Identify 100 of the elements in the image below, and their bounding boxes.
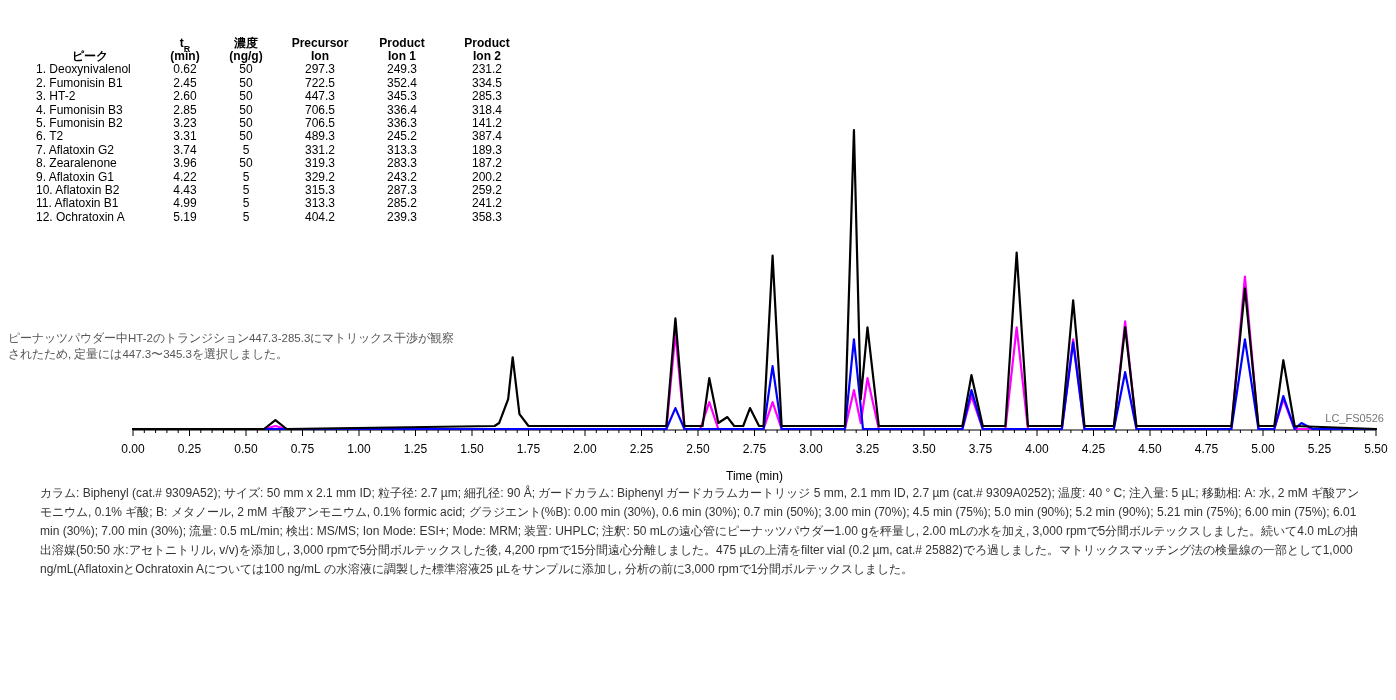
annotation: 5.19 xyxy=(173,209,197,224)
text: 5. Fumonisin B2 xyxy=(36,116,124,130)
text: 285.3 xyxy=(471,89,503,104)
annotation: 241.2 xyxy=(471,196,503,211)
x-tick-label: 2.00 xyxy=(573,442,597,456)
x-tick-label: 3.25 xyxy=(855,442,880,456)
text: 50 xyxy=(239,75,253,90)
annotation: ピーナッツパウダー中HT-2のトランジション447.3-285.3にマトリックス干渉が観察されたため, 定量には447.3〜345.3を選択しました。 xyxy=(8,331,456,362)
text: カラム: Biphenyl (cat.# 9309A52); サイズ: 50 mm x 2.1 mm ID; 粒子径: 2.7 µm; 細孔径: 90 Å; ガードカラム: Biphenyl ガードカラムカートリッジ 5 mm, 2.1 mm ID, 2.7 µm (cat.# 9309A0252); 温度: 40 ° C; 注入量: 5 µL; 移動相: A: 水, 2 mM ギ酸アンモニウム, 0.1% ギ酸; B: メタノール, 2 mM ギ酸アンモニウム, 0.1% formic acid; グラジエント(%B): 0.00 min (30%), 0.6 min (30%); 0.7 min (50%); 3.00 min (70%); 4.5 min (75%); 5.0 min (90%); 5.2 min (90%); 5.21 min (75%); 6.00 min (75%); 6.01 min (30%); 7.00 min (30%); 流量: 0.5 mL/min; 検出: MS/MS; Ion Mode: ESI+; Mode: MRM; 装置: UHPLC; 注釈: 50 mLの遠心管にピーナッツパウダー1.00 gを秤量し, 2.00 mLの水を加え, 3,000 rpmで5分間ボルテックスしました。続いて4.0 mLの抽出溶媒(50:50 水:アセトニトリル, v/v)を添加し, 3,000 rpmで5分間ボルテックスした後, 4,200 rpmで15分間遠心分離しました。475 µLの上清をfilter vial (0.2 µm, cat.# 25882)でろ過しました。マトリックスマッチング法の検量線の一部として1,000 ng/mL(AflatoxinとOchratoxin Aについては100 ng/mL の水溶液に調製した標準溶液25 µLをサンプルに添加し, 分析の前に3,000 rpmで1分間ボルテックスしました。 xyxy=(40,484,1360,578)
text: 1. Deoxynivalenol xyxy=(36,62,131,77)
x-tick-label: 3.75 xyxy=(968,442,993,456)
annotation: 706.5 xyxy=(304,116,336,130)
text: 10. Aflatoxin B2 xyxy=(36,183,120,197)
annotation: 5 xyxy=(242,209,250,224)
x-tick-label: 4.75 xyxy=(1194,442,1219,456)
text: 706.5 xyxy=(304,102,336,117)
annotation: 243.2 xyxy=(386,169,418,184)
annotation: 3.31 xyxy=(173,129,197,144)
annotation: 245.2 xyxy=(386,129,418,144)
x-axis-title: Time (min) xyxy=(726,469,783,483)
x-tick-label: 1.75 xyxy=(516,442,541,456)
text: 9. Aflatoxin G1 xyxy=(36,169,115,184)
annotation: 283.3 xyxy=(386,156,418,171)
x-tick-label: 0.00 xyxy=(121,442,145,456)
annotation: 315.3 xyxy=(304,183,336,197)
annotation: 313.3 xyxy=(304,196,336,211)
text: 2. Fumonisin B1 xyxy=(36,75,124,90)
annotation: 489.3 xyxy=(304,129,336,144)
text: 50 xyxy=(239,89,253,104)
text: 334.5 xyxy=(471,75,503,90)
text: 2.60 xyxy=(173,89,197,104)
annotation: 336.3 xyxy=(386,116,418,130)
text: 447.3 xyxy=(304,89,336,104)
x-tick-label: 0.25 xyxy=(177,442,202,456)
text: 318.4 xyxy=(471,102,503,117)
text: Product Ion 2 xyxy=(464,36,510,63)
text: 50 xyxy=(239,62,253,77)
text: 2.45 xyxy=(173,75,197,90)
text: Product Ion 1 xyxy=(379,36,425,63)
annotation: 387.4 xyxy=(471,129,503,144)
x-tick-label: 1.50 xyxy=(460,442,484,456)
text: 6. T2 xyxy=(36,129,64,144)
text: 297.3 xyxy=(304,62,336,77)
text: t$_{R}$ (min) xyxy=(170,36,200,63)
annotation: 331.2 xyxy=(304,142,336,157)
text: 11. Aflatoxin B1 xyxy=(36,196,119,211)
annotation: 50 xyxy=(239,116,253,130)
annotation: 329.2 xyxy=(304,169,336,184)
x-tick-label: 4.25 xyxy=(1081,442,1106,456)
text: 0.62 xyxy=(173,62,197,77)
annotation: 200.2 xyxy=(471,169,503,184)
x-tick-label: 2.25 xyxy=(629,442,654,456)
text: 231.2 xyxy=(471,62,503,77)
annotation: 319.3 xyxy=(304,156,336,171)
annotation: LC_FS0526 xyxy=(1325,412,1384,424)
text: 3. HT-2 xyxy=(36,89,76,104)
annotation: 404.2 xyxy=(304,209,336,224)
annotation: 4.43 xyxy=(173,183,197,197)
annotation: 3.96 xyxy=(173,156,197,171)
annotation: 50 xyxy=(239,129,253,144)
x-tick-label: 3.00 xyxy=(799,442,823,456)
annotation: 141.2 xyxy=(471,116,503,130)
annotation: 239.3 xyxy=(386,209,418,224)
annotation: 3.23 xyxy=(173,116,197,130)
text: 345.3 xyxy=(386,89,418,104)
text: 336.4 xyxy=(386,102,418,117)
annotation: 259.2 xyxy=(471,183,503,197)
text: 8. Zearalenone xyxy=(36,156,118,171)
annotation: 189.3 xyxy=(471,142,503,157)
x-tick-label: 2.75 xyxy=(742,442,767,456)
x-tick-label: 4.00 xyxy=(1025,442,1049,456)
x-tick-label: 1.00 xyxy=(347,442,371,456)
text: 352.4 xyxy=(386,75,418,90)
x-tick-label: 3.50 xyxy=(912,442,936,456)
annotation: 187.2 xyxy=(471,156,503,171)
annotation: 5 xyxy=(242,169,250,184)
x-tick-label: 2.50 xyxy=(686,442,710,456)
annotation: 358.3 xyxy=(471,209,503,224)
x-tick-label: 4.50 xyxy=(1138,442,1162,456)
text: 722.5 xyxy=(304,75,336,90)
annotation: 3.74 xyxy=(173,142,197,157)
text: 50 xyxy=(239,102,253,117)
annotation: 5 xyxy=(242,142,250,157)
annotation: 5 xyxy=(242,183,250,197)
annotation: 287.3 xyxy=(386,183,418,197)
annotation: 313.3 xyxy=(386,142,418,157)
text: 濃度 (ng/g) xyxy=(229,36,263,63)
text: 2.85 xyxy=(173,102,197,117)
text: ピーク xyxy=(72,49,108,63)
annotation: 5 xyxy=(242,196,250,211)
text: 7. Aflatoxin G2 xyxy=(36,142,115,157)
text: 12. Ochratoxin A xyxy=(36,209,125,224)
annotation: 50 xyxy=(239,156,253,171)
text: Precursor Ion xyxy=(291,36,349,63)
x-tick-label: 5.50 xyxy=(1364,442,1388,456)
annotation: 4.99 xyxy=(173,196,197,211)
x-tick-label: 0.50 xyxy=(234,442,258,456)
x-tick-label: 5.25 xyxy=(1307,442,1332,456)
text: 4. Fumonisin B3 xyxy=(36,102,124,117)
text: 249.3 xyxy=(386,62,418,77)
